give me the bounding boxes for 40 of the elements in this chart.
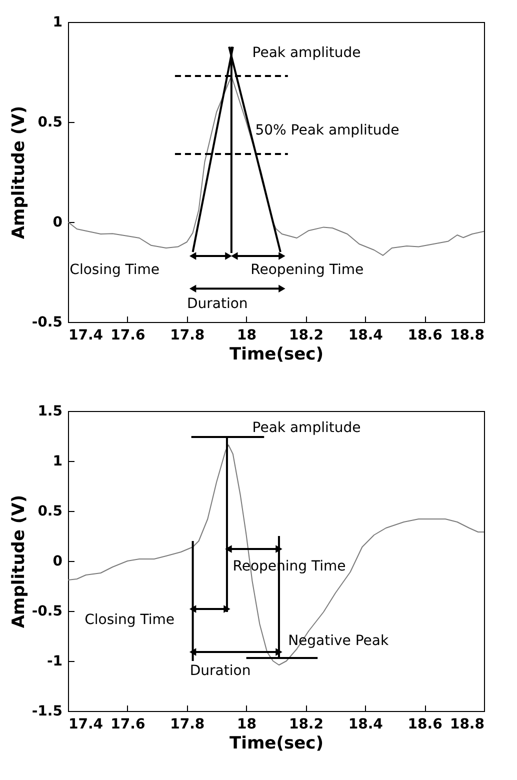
y-tick-label: 0 xyxy=(52,554,63,570)
x-tick-label: 18 xyxy=(237,716,257,732)
y-tick-label: -0.5 xyxy=(32,314,62,330)
annotation: 50% Peak amplitude xyxy=(255,122,400,139)
y-tick-label: 1 xyxy=(52,454,62,470)
annotation: Negative Peak xyxy=(288,633,390,650)
x-tick-label: 17.6 xyxy=(110,328,146,344)
x-tick-label: 18.4 xyxy=(348,328,384,344)
annotation: Duration xyxy=(186,296,248,312)
x-tick-label: 18.2 xyxy=(288,328,324,344)
x-tick-label: 18.6 xyxy=(408,328,442,344)
y-tick-label: 0 xyxy=(52,214,63,230)
annotation: Closing Time xyxy=(84,612,175,628)
y-tick-label: -1.5 xyxy=(32,704,62,720)
x-tick-label: 18.6 xyxy=(408,716,442,732)
x-tick-label: 17.4 xyxy=(68,716,104,732)
y-tick-label: 0.5 xyxy=(38,504,62,520)
x-tick-label: 17.6 xyxy=(110,716,146,732)
annotation: Reopening Time xyxy=(250,262,364,278)
x-tick-label: 18.4 xyxy=(348,716,384,732)
y-tick-label: 1.5 xyxy=(38,404,62,420)
x-axis-title: Time(sec) xyxy=(230,344,324,364)
x-tick-label: 18 xyxy=(237,328,257,344)
x-tick-label: 18.2 xyxy=(288,716,324,732)
annotation: Closing Time xyxy=(70,262,160,278)
x-tick-label: 18.8 xyxy=(450,716,484,732)
y-axis-title: Amplitude (V) xyxy=(8,106,29,240)
x-tick-label: 18.8 xyxy=(450,328,484,344)
y-tick-label: -0.5 xyxy=(32,604,62,620)
y-tick-label: 1 xyxy=(52,14,62,30)
x-tick-label: 17.8 xyxy=(170,328,205,344)
annotation: Peak amplitude xyxy=(252,420,361,436)
annotation: Peak amplitude xyxy=(252,44,361,61)
x-axis-title: Time(sec) xyxy=(230,734,324,754)
x-tick-label: 17.4 xyxy=(68,328,104,344)
y-axis-title: Amplitude (V) xyxy=(8,494,29,628)
y-tick-label: -1 xyxy=(46,654,62,670)
x-tick-label: 17.8 xyxy=(170,716,205,732)
annotation: Duration xyxy=(190,663,251,680)
y-tick-label: 0.5 xyxy=(38,114,62,130)
